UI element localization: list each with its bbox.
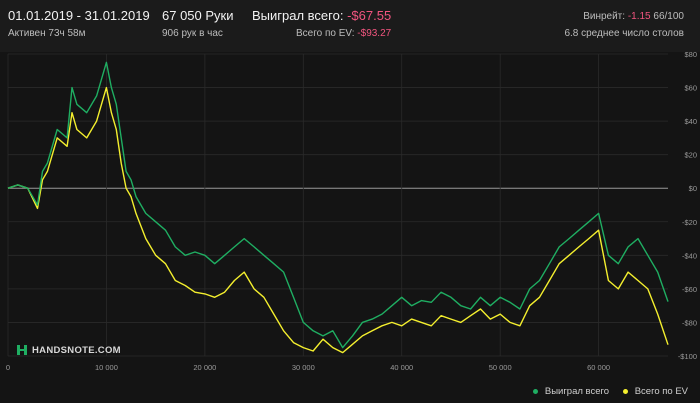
winrate-value: -1.15 <box>627 11 651 22</box>
ev-label: Всего по EV: <box>296 28 355 39</box>
legend-dot-ev <box>623 388 629 394</box>
x-tick-label: 40 000 <box>390 363 413 372</box>
winrate-label: Винрейт: <box>583 11 626 22</box>
x-tick-label: 30 000 <box>292 363 315 372</box>
x-tick-label: 20 000 <box>193 363 216 372</box>
ev-total: Всего по EV: -$93.27 <box>296 28 391 39</box>
x-axis-labels: 0 10 000 20 000 30 000 40 000 50 000 60 000 <box>6 363 610 372</box>
legend-label-ev: Всего по EV <box>634 386 688 397</box>
winrate-rest: 66/100 <box>653 11 684 22</box>
x-tick-label: 0 <box>6 363 10 372</box>
chart-legend: Выиграл всего Всего по EV <box>533 386 688 397</box>
hands-count: 67 050 Руки <box>162 8 234 23</box>
handsnote-logo: HANDSNOTE.COM <box>16 344 121 356</box>
y-tick-label: $0 <box>689 184 697 193</box>
won-value: -$67.55 <box>347 8 392 23</box>
grid-lines <box>7 53 668 357</box>
ev-value: -$93.27 <box>357 28 392 39</box>
active-time: Активен 73ч 58м <box>8 28 86 39</box>
legend-item-won[interactable]: Выиграл всего <box>533 386 609 397</box>
y-tick-label: $80 <box>684 52 697 59</box>
y-tick-label: $20 <box>684 151 697 160</box>
won-total: Выиграл всего: -$67.55 <box>252 8 391 23</box>
y-tick-label: $60 <box>684 84 697 93</box>
y-tick-label: -$40 <box>682 251 697 260</box>
x-tick-label: 10 000 <box>95 363 118 372</box>
series-line-ev <box>7 86 669 354</box>
y-tick-label: -$80 <box>682 318 697 327</box>
x-tick-label: 50 000 <box>489 363 512 372</box>
y-tick-label: -$100 <box>678 352 697 361</box>
hands-per-hour: 906 рук в час <box>162 28 223 39</box>
y-tick-label: -$20 <box>682 218 697 227</box>
series-line-won <box>7 61 669 349</box>
logo-text: HANDSNOTE.COM <box>32 344 121 356</box>
x-tick-label: 60 000 <box>587 363 610 372</box>
y-axis-labels: $80 $60 $40 $20 $0 -$20 -$40 -$60 -$80 -$100 <box>678 52 697 361</box>
y-tick-label: -$60 <box>682 285 697 294</box>
handsnote-logo-icon <box>17 345 27 355</box>
date-range: 01.01.2019 - 31.01.2019 <box>8 8 150 23</box>
series-lines <box>7 61 669 354</box>
graph-chart: $80 $60 $40 $20 $0 -$20 -$40 -$60 -$80 -$100 0 10 … <box>6 52 697 372</box>
legend-item-ev[interactable]: Всего по EV <box>623 386 688 397</box>
y-tick-label: $40 <box>684 117 697 126</box>
legend-dot-won <box>533 388 539 394</box>
won-label: Выиграл всего: <box>252 8 344 23</box>
summary-header: 01.01.2019 - 31.01.2019 Активен 73ч 58м … <box>0 0 700 52</box>
legend-label-won: Выиграл всего <box>544 386 610 397</box>
winrate: Винрейт: -1.15 66/100 <box>583 11 684 22</box>
tables-avg: 6.8 среднее число столов <box>564 28 684 39</box>
